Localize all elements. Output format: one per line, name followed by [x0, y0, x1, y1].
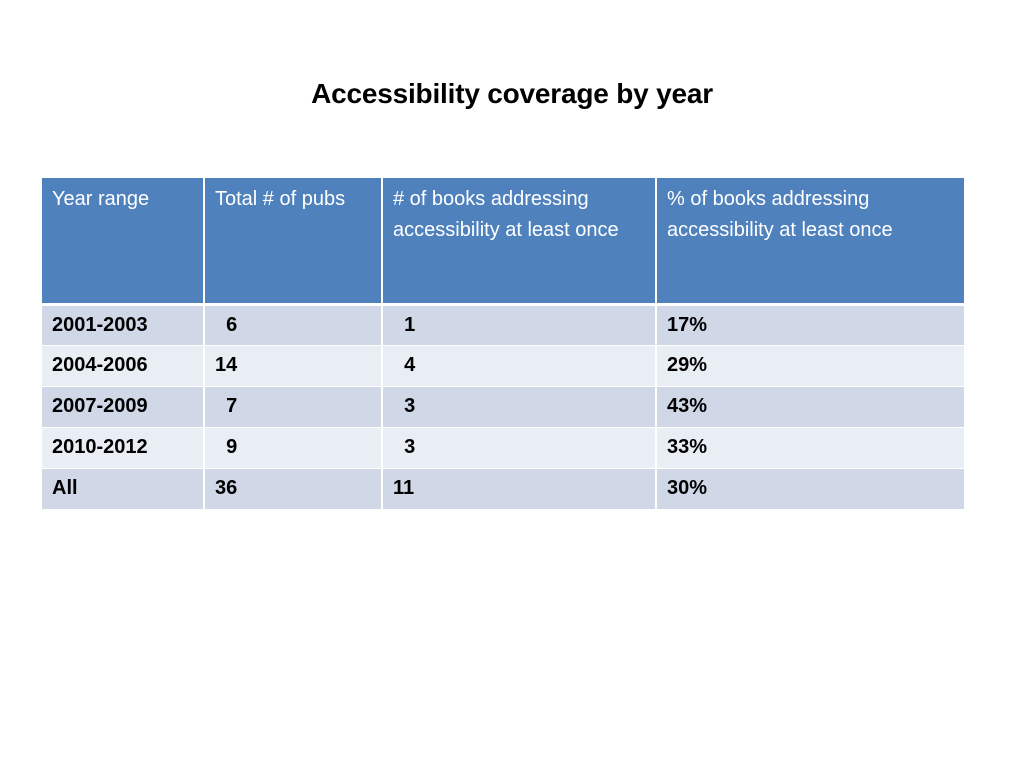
cell-books-percent: 33% — [655, 426, 964, 469]
cell-books-count: 1 — [381, 303, 657, 346]
table-row: 2001-2003 6 1 17% — [42, 303, 964, 346]
header-books-percent: % of books addressing accessibility at l… — [655, 178, 964, 306]
table-row: 2010-2012 9 3 33% — [42, 426, 964, 469]
table-row-total: All 36 11 30% — [42, 467, 964, 510]
cell-year-range: 2001-2003 — [42, 303, 205, 346]
cell-total-pubs: 7 — [203, 385, 383, 428]
cell-year-range: All — [42, 467, 205, 510]
cell-total-pubs: 9 — [203, 426, 383, 469]
header-year-range: Year range — [42, 178, 205, 306]
slide-title: Accessibility coverage by year — [311, 78, 713, 109]
cell-total-pubs: 36 — [203, 467, 383, 510]
cell-books-percent: 30% — [655, 467, 964, 510]
cell-year-range: 2007-2009 — [42, 385, 205, 428]
cell-books-percent: 43% — [655, 385, 964, 428]
table-row: 2004-2006 14 4 29% — [42, 344, 964, 387]
cell-books-count: 4 — [381, 344, 657, 387]
table-row: 2007-2009 7 3 43% — [42, 385, 964, 428]
cell-books-count: 3 — [381, 426, 657, 469]
cell-books-percent: 17% — [655, 303, 964, 346]
coverage-table: Year range Total # of pubs # of books ad… — [42, 178, 964, 510]
cell-year-range: 2004-2006 — [42, 344, 205, 387]
cell-books-count: 11 — [381, 467, 657, 510]
cell-total-pubs: 14 — [203, 344, 383, 387]
cell-books-count: 3 — [381, 385, 657, 428]
cell-year-range: 2010-2012 — [42, 426, 205, 469]
cell-books-percent: 29% — [655, 344, 964, 387]
header-total-pubs: Total # of pubs — [203, 178, 383, 306]
header-books-count: # of books addressing accessibility at l… — [381, 178, 657, 306]
cell-total-pubs: 6 — [203, 303, 383, 346]
table-header-row: Year range Total # of pubs # of books ad… — [42, 178, 964, 306]
